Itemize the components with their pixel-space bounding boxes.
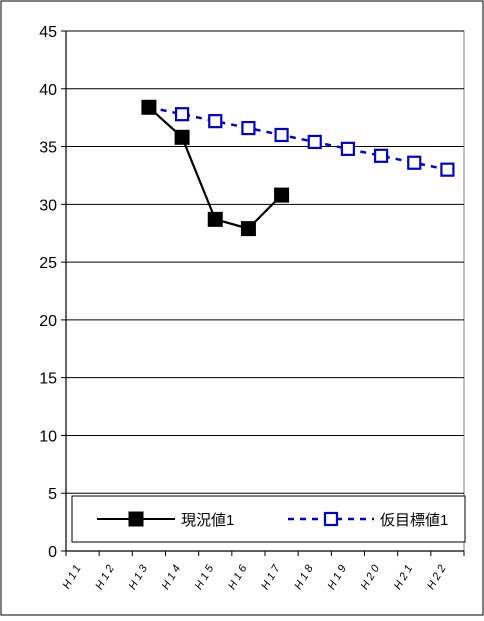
data-point <box>141 99 157 115</box>
y-tick-label: 15 <box>39 371 57 388</box>
y-tick-label: 35 <box>39 140 57 157</box>
legend-label: 仮目標値1 <box>380 512 448 529</box>
data-point <box>174 107 190 122</box>
series-line <box>148 106 448 171</box>
legend-marker <box>323 511 339 527</box>
y-tick-label: 25 <box>39 255 57 272</box>
data-point <box>241 120 256 136</box>
legend: 現況値1 仮目標値1 <box>71 495 466 543</box>
plot-area <box>65 30 465 552</box>
data-point <box>440 162 455 177</box>
series-1 <box>141 99 290 237</box>
y-tick-label: 40 <box>39 82 57 99</box>
y-tick-label: 45 <box>39 24 57 41</box>
y-tick-label: 20 <box>39 313 57 330</box>
series-layer <box>141 99 455 237</box>
data-point <box>274 187 290 203</box>
y-tick-label: 10 <box>39 428 57 445</box>
legend-marker <box>128 511 144 527</box>
data-point <box>174 129 190 145</box>
data-point <box>274 127 289 143</box>
data-point <box>207 211 223 227</box>
legend-item: 現況値1 <box>97 511 234 529</box>
legend-label: 現況値1 <box>181 512 234 529</box>
data-point <box>373 148 389 163</box>
legend-item: 仮目標値1 <box>288 511 448 529</box>
y-tick-label: 30 <box>39 197 57 214</box>
data-point <box>208 114 223 129</box>
data-point <box>407 155 422 170</box>
gridlines <box>66 30 464 494</box>
data-point <box>240 221 256 237</box>
data-point <box>340 141 356 156</box>
series-2 <box>141 100 455 177</box>
y-tick-label: 0 <box>48 544 57 561</box>
data-point <box>307 134 322 150</box>
y-tick-label: 5 <box>48 486 57 503</box>
